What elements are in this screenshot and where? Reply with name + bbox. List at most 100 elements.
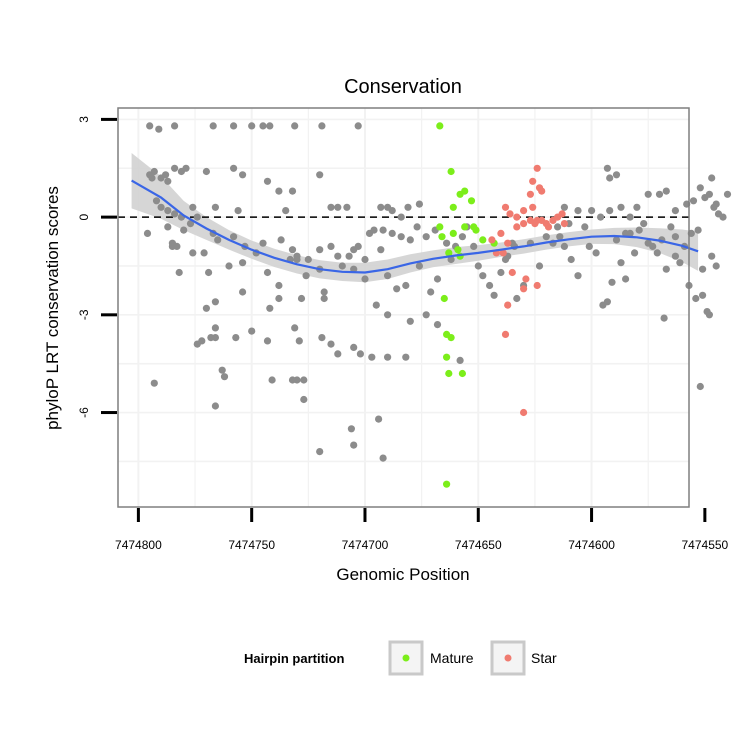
point-other <box>248 327 256 335</box>
point-other <box>413 223 421 231</box>
point-other <box>612 236 621 244</box>
point-other <box>406 236 414 244</box>
point-other <box>402 281 410 290</box>
point-other <box>554 223 562 231</box>
point-other <box>597 213 605 221</box>
point-star <box>508 268 516 277</box>
point-other <box>291 324 299 332</box>
point-other <box>350 343 358 351</box>
point-other <box>606 174 614 182</box>
point-other <box>316 246 324 254</box>
point-other <box>588 207 596 215</box>
point-other <box>293 376 301 384</box>
point-star <box>501 203 510 211</box>
point-other <box>712 262 720 270</box>
point-other <box>649 242 657 250</box>
point-other <box>193 213 201 221</box>
point-other <box>275 187 283 195</box>
point-other <box>384 311 392 319</box>
point-other <box>275 281 283 290</box>
point-other <box>377 246 385 254</box>
point-other <box>295 337 303 345</box>
point-mature <box>454 246 462 254</box>
point-other <box>282 207 290 215</box>
point-other <box>205 268 213 277</box>
point-other <box>622 229 630 237</box>
point-other <box>422 311 430 319</box>
point-mature <box>472 226 480 234</box>
point-other <box>162 171 170 179</box>
point-other <box>361 255 369 264</box>
point-other <box>592 249 600 257</box>
plot-panel-border <box>117 107 690 508</box>
point-star <box>501 330 510 338</box>
point-other <box>275 294 283 303</box>
point-other <box>214 236 222 244</box>
point-other <box>316 448 324 456</box>
point-other <box>501 255 510 264</box>
point-other <box>334 252 342 260</box>
point-other <box>152 197 161 205</box>
point-other <box>456 356 464 364</box>
point-other <box>239 259 247 267</box>
point-other <box>211 324 219 332</box>
point-star <box>529 203 537 211</box>
point-other <box>708 252 716 260</box>
point-star <box>520 408 528 417</box>
point-other <box>232 334 240 342</box>
point-other <box>189 203 197 211</box>
point-other <box>225 262 233 270</box>
point-other <box>150 379 158 387</box>
point-star <box>533 164 541 172</box>
chart-title: Conservation <box>344 76 462 98</box>
point-other <box>581 223 589 231</box>
point-other <box>266 304 274 312</box>
point-mature <box>461 187 469 195</box>
point-other <box>585 242 593 250</box>
point-other <box>200 249 208 257</box>
point-other <box>497 268 505 277</box>
point-star <box>522 275 530 283</box>
point-other <box>354 242 362 250</box>
point-other <box>719 213 727 221</box>
point-other <box>168 242 176 250</box>
point-other <box>320 288 328 296</box>
point-other <box>320 294 328 303</box>
y-tick-label: 3 <box>77 116 91 123</box>
point-other <box>574 272 582 280</box>
point-other <box>202 304 210 312</box>
point-other <box>689 197 698 205</box>
point-other <box>644 190 652 198</box>
point-other <box>230 122 238 130</box>
point-mature <box>443 353 451 361</box>
point-other <box>302 272 310 280</box>
point-mature <box>440 294 448 303</box>
point-other <box>148 174 156 182</box>
point-other <box>171 122 179 130</box>
point-star <box>504 239 512 247</box>
x-tick-label: 7474750 <box>228 538 275 552</box>
point-other <box>327 242 335 250</box>
x-tick-label: 7474700 <box>342 538 389 552</box>
point-other <box>631 249 639 257</box>
point-other <box>266 122 274 130</box>
point-other <box>211 402 219 410</box>
x-tick-label: 7474600 <box>568 538 615 552</box>
point-other <box>209 122 217 130</box>
point-star <box>497 229 505 237</box>
point-other <box>490 291 498 299</box>
point-other <box>427 288 435 296</box>
point-other <box>397 213 405 221</box>
point-other <box>384 353 392 361</box>
point-other <box>662 187 670 195</box>
point-other <box>671 233 680 241</box>
point-other <box>535 262 544 270</box>
point-other <box>220 373 229 381</box>
legend-swatch-mature <box>402 654 410 662</box>
x-tick-label: 7474650 <box>455 538 502 552</box>
point-other <box>635 226 643 234</box>
point-other <box>433 275 442 283</box>
point-other <box>288 187 297 195</box>
point-star <box>526 190 535 198</box>
